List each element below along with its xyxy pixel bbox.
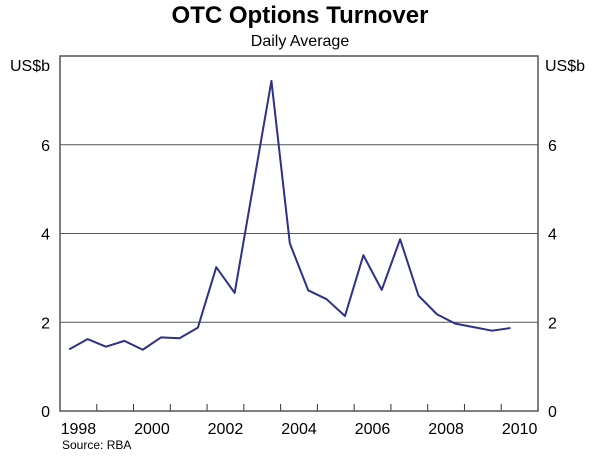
x-tick-label: 2008 <box>428 421 464 438</box>
x-tick-label: 2002 <box>208 421 244 438</box>
y-axis-unit-left: US$b <box>10 58 51 75</box>
y-tick-label-left: 0 <box>41 404 50 421</box>
y-axis-unit-right: US$b <box>545 58 586 75</box>
y-tick-label-right: 2 <box>548 315 557 332</box>
x-tick-label: 2000 <box>134 421 170 438</box>
y-tick-label-left: 4 <box>41 227 50 244</box>
chart-title: OTC Options Turnover <box>171 2 429 29</box>
x-tick-label: 2006 <box>355 421 391 438</box>
source-note: Source: RBA <box>62 438 132 452</box>
y-tick-label-right: 6 <box>548 138 557 155</box>
x-tick-label: 2004 <box>281 421 317 438</box>
y-tick-label-right: 4 <box>548 227 557 244</box>
series-line <box>68 79 511 351</box>
plot-frame <box>59 55 539 412</box>
y-tick-label-right: 0 <box>548 404 557 421</box>
x-tick-label: 2010 <box>502 421 538 438</box>
y-tick-label-left: 6 <box>41 138 50 155</box>
x-tick-label: 1998 <box>61 421 97 438</box>
chart-subtitle: Daily Average <box>250 33 350 50</box>
y-tick-label-left: 2 <box>41 315 50 332</box>
